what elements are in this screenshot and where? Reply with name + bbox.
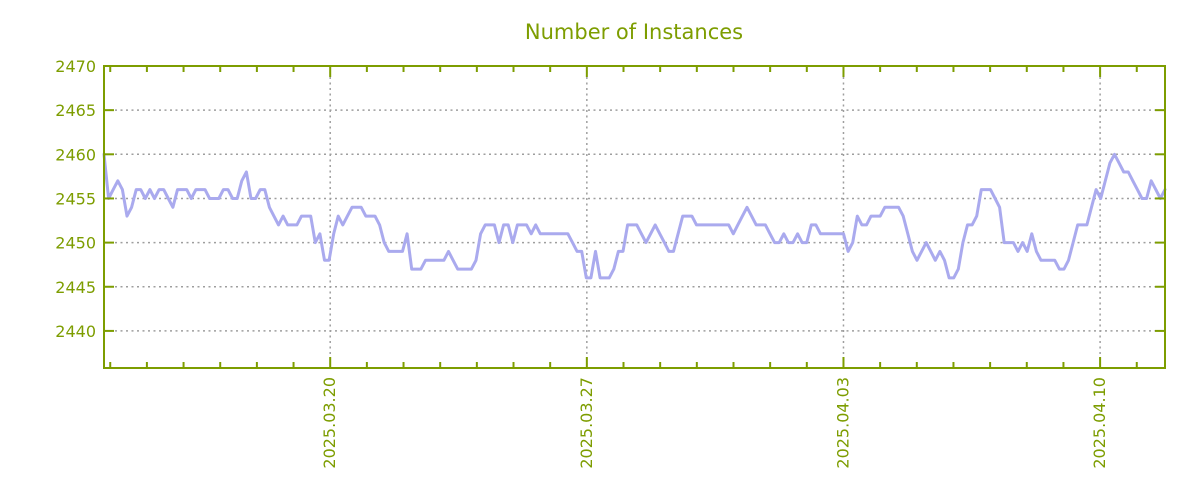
y-tick-label: 2470 <box>55 57 96 76</box>
x-tick-label: 2025.04.10 <box>1090 377 1109 469</box>
data-series-line <box>102 152 1167 280</box>
chart-title: Number of Instances <box>525 20 743 44</box>
x-tick-label: 2025.03.27 <box>577 377 596 469</box>
axes <box>103 65 1166 369</box>
y-tick-label: 2445 <box>55 278 96 297</box>
y-tick-label: 2455 <box>55 189 96 208</box>
y-tick-label: 2450 <box>55 234 96 253</box>
x-tick-label: 2025.03.20 <box>320 377 339 469</box>
y-tick-label: 2460 <box>55 145 96 164</box>
x-tick-label: 2025.04.03 <box>833 377 852 469</box>
y-tick-label: 2465 <box>55 101 96 120</box>
series-instances-line <box>102 152 1167 280</box>
axis-labels: 2440 2445 2450 2455 2460 2465 2470 2025.03.20 20… <box>55 57 1109 469</box>
y-tick-label: 2440 <box>55 322 96 341</box>
plot-border <box>103 65 1166 369</box>
gridlines <box>104 66 1165 368</box>
